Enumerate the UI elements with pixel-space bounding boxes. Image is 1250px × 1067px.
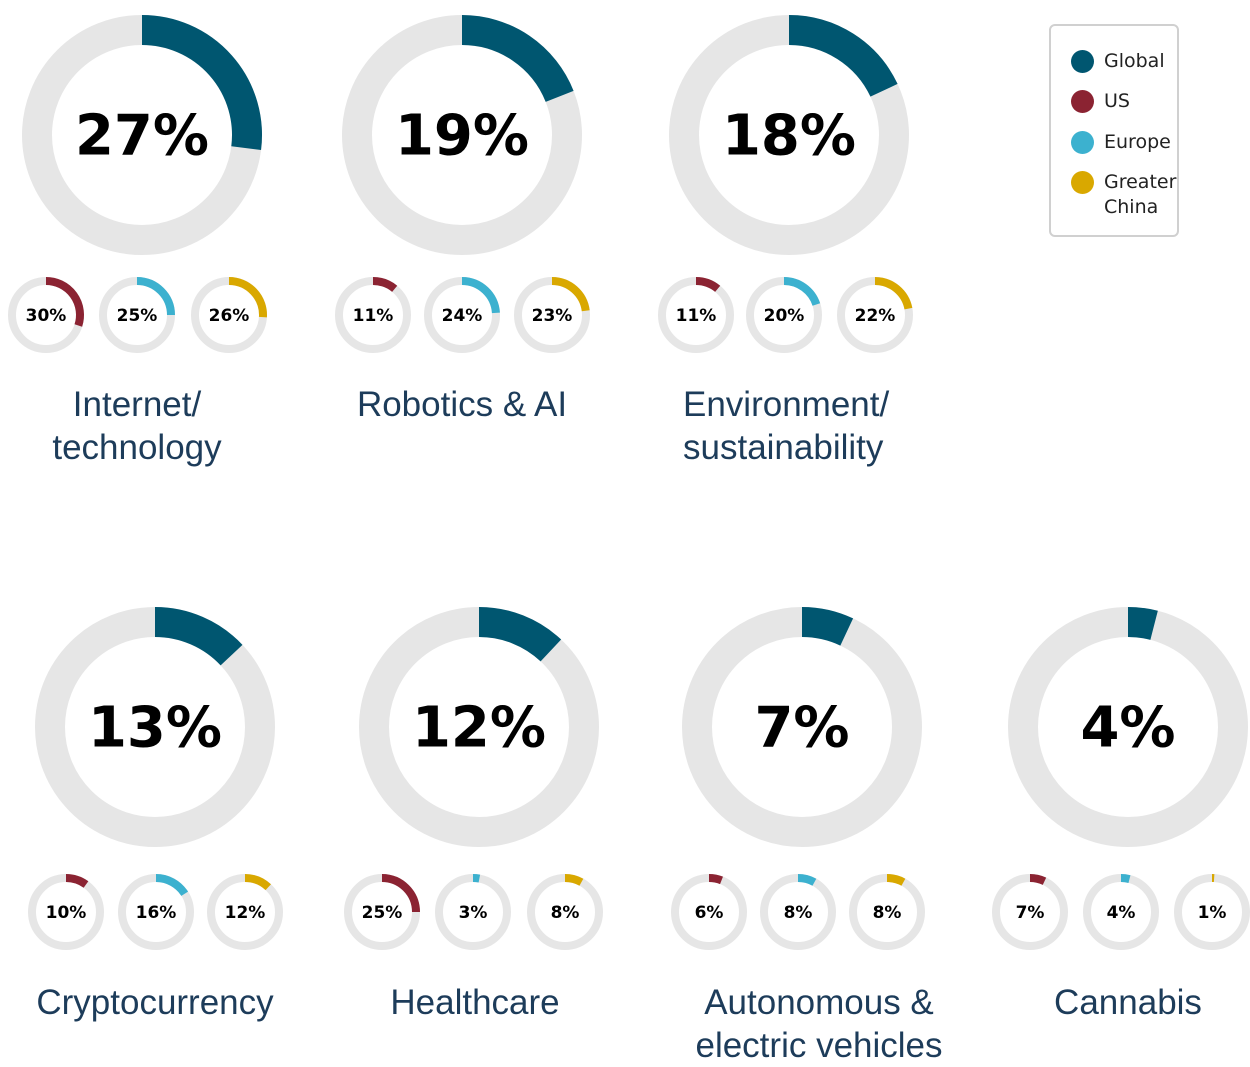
donut-arc [473,878,479,879]
category-label: Robotics & AI [357,383,567,426]
legend-label: Europe [1104,130,1171,155]
donut-label: 8% [784,903,813,923]
donut-arc [66,878,86,884]
donut-label: 24% [442,306,483,326]
donut-arc [789,30,884,90]
donut-label: 11% [353,306,394,326]
category-label: Environment/ sustainability [683,383,889,469]
donut-label: 30% [26,306,67,326]
donut-label: 6% [695,903,724,923]
donut-label: 7% [1016,903,1045,923]
legend-label: Greater China [1104,170,1176,220]
category-label: Autonomous & electric vehicles [695,981,942,1067]
legend-swatch [1071,131,1094,154]
donut-arc [696,281,718,289]
donut-label: 10% [46,903,87,923]
donut-label: 12% [225,903,266,923]
legend-item: Global [1071,49,1165,74]
donut-label: 1% [1198,903,1227,923]
legend-swatch [1071,50,1094,73]
donut-arc [875,281,908,309]
donut-label: 16% [136,903,177,923]
legend-swatch [1071,171,1094,194]
donut-arc [798,878,814,882]
donut-label: 22% [855,306,896,326]
donut-label: 23% [532,306,573,326]
donut-arc [479,622,551,650]
donut-label: 8% [873,903,902,923]
donut-arc [245,878,268,887]
donut-arc [156,878,185,894]
category-label: Internet/ technology [52,383,221,469]
legend-label: Global [1104,49,1165,74]
donut-arc [802,622,847,632]
donut-label: 13% [88,696,222,761]
donut-arc [373,281,395,289]
donut-arc [1128,622,1154,625]
donut-label: 3% [459,903,488,923]
donut-label: 20% [764,306,805,326]
donut-arc [462,30,560,96]
donut-label: 19% [395,104,529,169]
donut-label: 27% [75,104,209,169]
category-label: Cannabis [1054,981,1202,1024]
donut-label: 11% [676,306,717,326]
donut-arc [1121,878,1129,879]
donut-label: 4% [1107,903,1136,923]
category-label: Cryptocurrency [36,981,273,1024]
donut-arc [155,622,232,655]
legend-label: US [1104,89,1130,114]
category-label: Healthcare [390,981,559,1024]
donut-label: 25% [117,306,158,326]
donut-label: 8% [551,903,580,923]
donut-label: 4% [1080,696,1175,761]
donut-label: 12% [412,696,546,761]
donut-label: 7% [754,696,849,761]
donut-arc [565,878,581,882]
donut-label: 26% [209,306,250,326]
legend-item: Europe [1071,130,1171,155]
legend-swatch [1071,90,1094,113]
legend-item: Greater China [1071,170,1176,220]
donut-label: 25% [362,903,403,923]
donut-arc [887,878,903,882]
donut-arc [1030,878,1044,881]
legend: Global US Europe Greater China [1049,24,1179,237]
donut-arc [784,281,816,304]
donut-label: 18% [722,104,856,169]
donut-arc [709,878,722,880]
legend-item: US [1071,89,1130,114]
